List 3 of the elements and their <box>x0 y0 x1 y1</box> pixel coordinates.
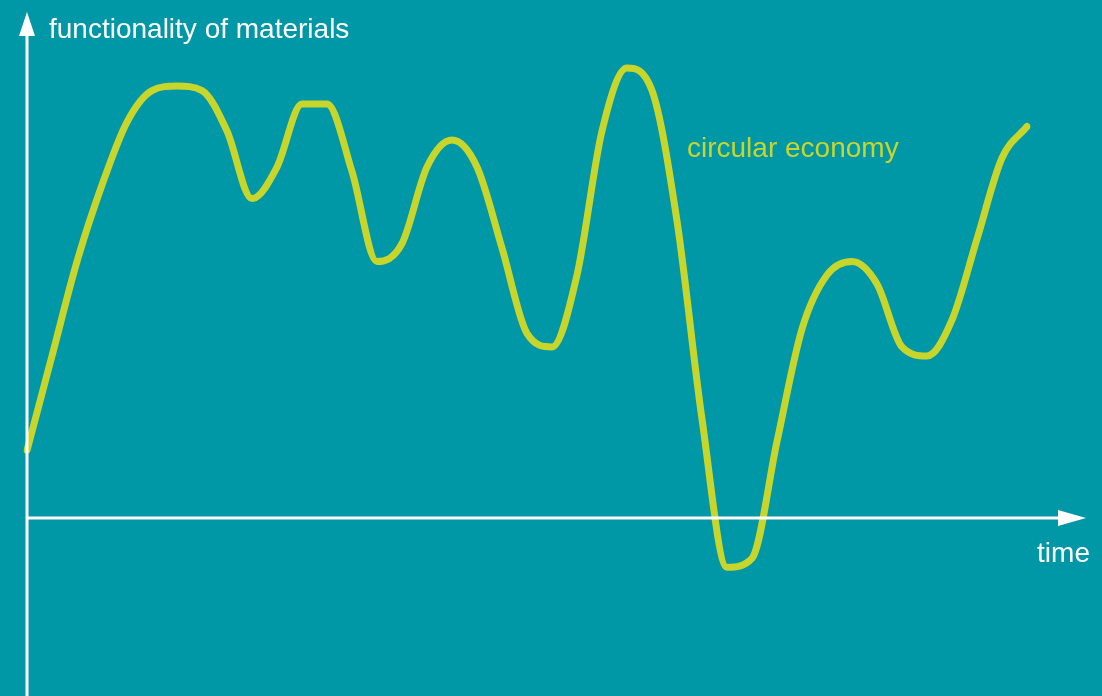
series-label: circular economy <box>687 131 899 163</box>
x-axis-title: time <box>1037 536 1090 568</box>
y-axis-title: functionality of materials <box>49 12 350 44</box>
